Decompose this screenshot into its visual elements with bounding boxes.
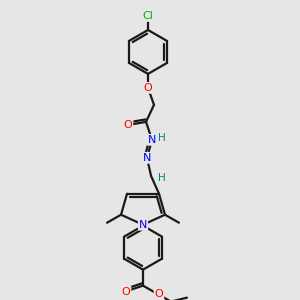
Text: N: N: [143, 153, 151, 163]
Text: N: N: [139, 220, 147, 230]
Text: O: O: [124, 120, 132, 130]
Text: O: O: [154, 289, 164, 298]
Text: H: H: [158, 133, 166, 143]
Text: O: O: [122, 286, 130, 297]
Text: N: N: [148, 135, 156, 145]
Text: H: H: [158, 173, 166, 183]
Text: O: O: [144, 83, 152, 93]
Text: Cl: Cl: [142, 11, 153, 21]
